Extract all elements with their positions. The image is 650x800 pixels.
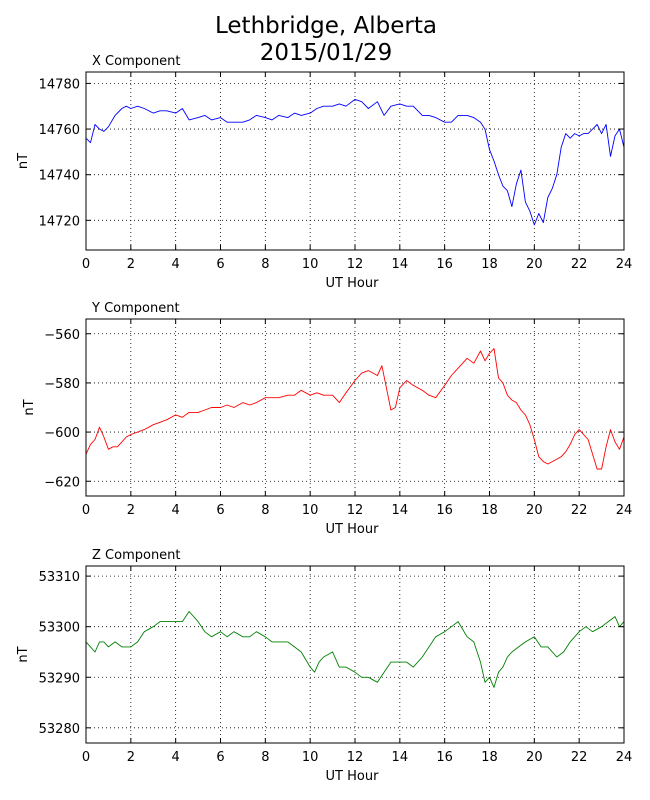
- z-xtick-label-11: 22: [571, 750, 588, 765]
- y-series-line-0: [85, 348, 625, 470]
- z-xtick-label-0: 0: [82, 750, 90, 765]
- y-xtick-label-4: 8: [261, 503, 269, 518]
- z-xtick-label-8: 16: [436, 750, 453, 765]
- z-xtick-label-12: 24: [616, 750, 633, 765]
- z-xtick-label-5: 10: [302, 750, 319, 765]
- x-ytick-label-1: 14740: [39, 169, 80, 184]
- x-xtick-label-3: 6: [216, 257, 224, 272]
- x-xtick-label-4: 8: [261, 257, 269, 272]
- y-ytick-label-0: −620: [44, 475, 80, 490]
- y-xtick-label-2: 4: [172, 503, 180, 518]
- x-xtick-label-5: 10: [302, 257, 319, 272]
- x-series-line-0: [85, 98, 625, 226]
- y-ytick-label-1: −600: [44, 426, 80, 441]
- y-xtick-label-9: 18: [481, 503, 498, 518]
- y-xtick-label-7: 14: [392, 503, 409, 518]
- y-xtick-label-1: 2: [127, 503, 135, 518]
- x-xtick-label-9: 18: [481, 257, 498, 272]
- y-xtick-label-8: 16: [436, 503, 453, 518]
- y-xaxis-label: UT Hour: [326, 522, 380, 537]
- z-ytick-label-0: 53280: [39, 722, 80, 737]
- y-ytick-label-3: −560: [44, 328, 80, 343]
- z-ytick-label-3: 53310: [39, 570, 80, 585]
- x-yaxis-label: nT: [16, 153, 31, 169]
- y-xtick-label-5: 10: [302, 503, 319, 518]
- x-xtick-label-7: 14: [392, 257, 409, 272]
- x-ytick-label-0: 14720: [39, 214, 80, 229]
- x-xtick-label-6: 12: [347, 257, 364, 272]
- x-ytick-label-3: 14780: [39, 77, 80, 92]
- y-ytick-label-2: −580: [44, 377, 80, 392]
- y-panel-title: Y Component: [91, 301, 180, 316]
- z-xtick-label-6: 12: [347, 750, 364, 765]
- y-yaxis-label: nT: [22, 399, 37, 415]
- z-xtick-label-10: 20: [526, 750, 543, 765]
- x-xtick-label-2: 4: [172, 257, 180, 272]
- z-xtick-label-9: 18: [481, 750, 498, 765]
- z-xaxis-label: UT Hour: [326, 769, 380, 784]
- x-xtick-label-12: 24: [616, 257, 633, 272]
- z-yaxis-label: nT: [16, 646, 31, 662]
- z-xtick-label-3: 6: [216, 750, 224, 765]
- x-xtick-label-10: 20: [526, 257, 543, 272]
- z-ytick-label-1: 53290: [39, 671, 80, 686]
- x-xaxis-label: UT Hour: [326, 276, 380, 291]
- z-xtick-label-7: 14: [392, 750, 409, 765]
- y-xtick-label-6: 12: [347, 503, 364, 518]
- y-xtick-label-10: 20: [526, 503, 543, 518]
- x-component-panel: 0 2 4 6 8 10 12 14 16 18 20 22 241472014740147601478…: [16, 54, 632, 291]
- y-xtick-label-0: 0: [82, 503, 90, 518]
- x-xtick-label-11: 22: [571, 257, 588, 272]
- y-xtick-label-3: 6: [216, 503, 224, 518]
- figure-title-line2: 2015/01/29: [260, 40, 393, 66]
- y-xtick-label-11: 22: [571, 503, 588, 518]
- figure-title-line1: Lethbridge, Alberta: [215, 13, 437, 39]
- z-xtick-label-1: 2: [127, 750, 135, 765]
- z-component-panel: 0 2 4 6 8 10 12 14 16 18 20 22 245328053290533005331…: [16, 548, 632, 784]
- y-xtick-label-12: 24: [616, 503, 633, 518]
- x-xtick-label-8: 16: [436, 257, 453, 272]
- z-series-line-0: [85, 611, 625, 688]
- z-panel-title: Z Component: [92, 548, 181, 563]
- z-xtick-label-4: 8: [261, 750, 269, 765]
- x-xtick-label-0: 0: [82, 257, 90, 272]
- x-panel-title: X Component: [92, 54, 181, 69]
- z-ytick-label-2: 53300: [39, 621, 80, 636]
- z-xtick-label-2: 4: [172, 750, 180, 765]
- x-ytick-label-2: 14760: [39, 123, 80, 138]
- x-xtick-label-1: 2: [127, 257, 135, 272]
